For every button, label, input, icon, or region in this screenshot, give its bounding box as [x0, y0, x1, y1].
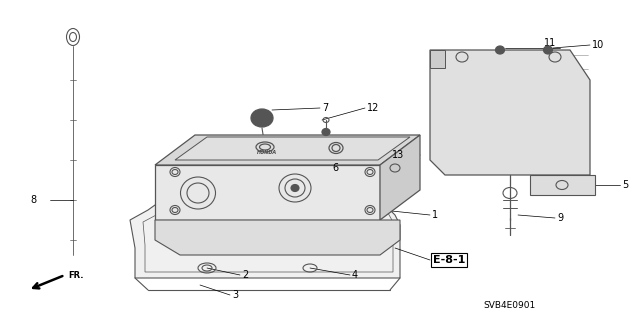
Ellipse shape — [291, 184, 299, 191]
Text: FR.: FR. — [68, 271, 83, 280]
Text: E-8-1: E-8-1 — [433, 255, 465, 265]
Polygon shape — [380, 135, 420, 220]
Polygon shape — [430, 50, 590, 175]
Text: 3: 3 — [232, 290, 238, 300]
Text: 8: 8 — [30, 195, 36, 205]
Text: 11: 11 — [544, 38, 556, 48]
Text: 4: 4 — [352, 270, 358, 280]
Polygon shape — [530, 175, 595, 195]
Text: 5: 5 — [622, 180, 628, 190]
Polygon shape — [130, 205, 400, 278]
Text: HONDA: HONDA — [257, 151, 277, 155]
Ellipse shape — [251, 109, 273, 127]
Text: 10: 10 — [592, 40, 604, 50]
Ellipse shape — [543, 46, 552, 54]
Polygon shape — [430, 50, 445, 68]
Ellipse shape — [322, 129, 330, 136]
Text: 1: 1 — [432, 210, 438, 220]
Polygon shape — [155, 135, 420, 165]
Text: SVB4E0901: SVB4E0901 — [484, 300, 536, 309]
Ellipse shape — [495, 46, 504, 54]
Text: 9: 9 — [557, 213, 563, 223]
Text: 12: 12 — [367, 103, 380, 113]
Polygon shape — [175, 137, 410, 160]
Text: 7: 7 — [322, 103, 328, 113]
Text: 6: 6 — [332, 163, 338, 173]
Polygon shape — [155, 220, 400, 255]
Text: 2: 2 — [242, 270, 248, 280]
Polygon shape — [155, 165, 380, 220]
Text: 13: 13 — [392, 150, 404, 160]
